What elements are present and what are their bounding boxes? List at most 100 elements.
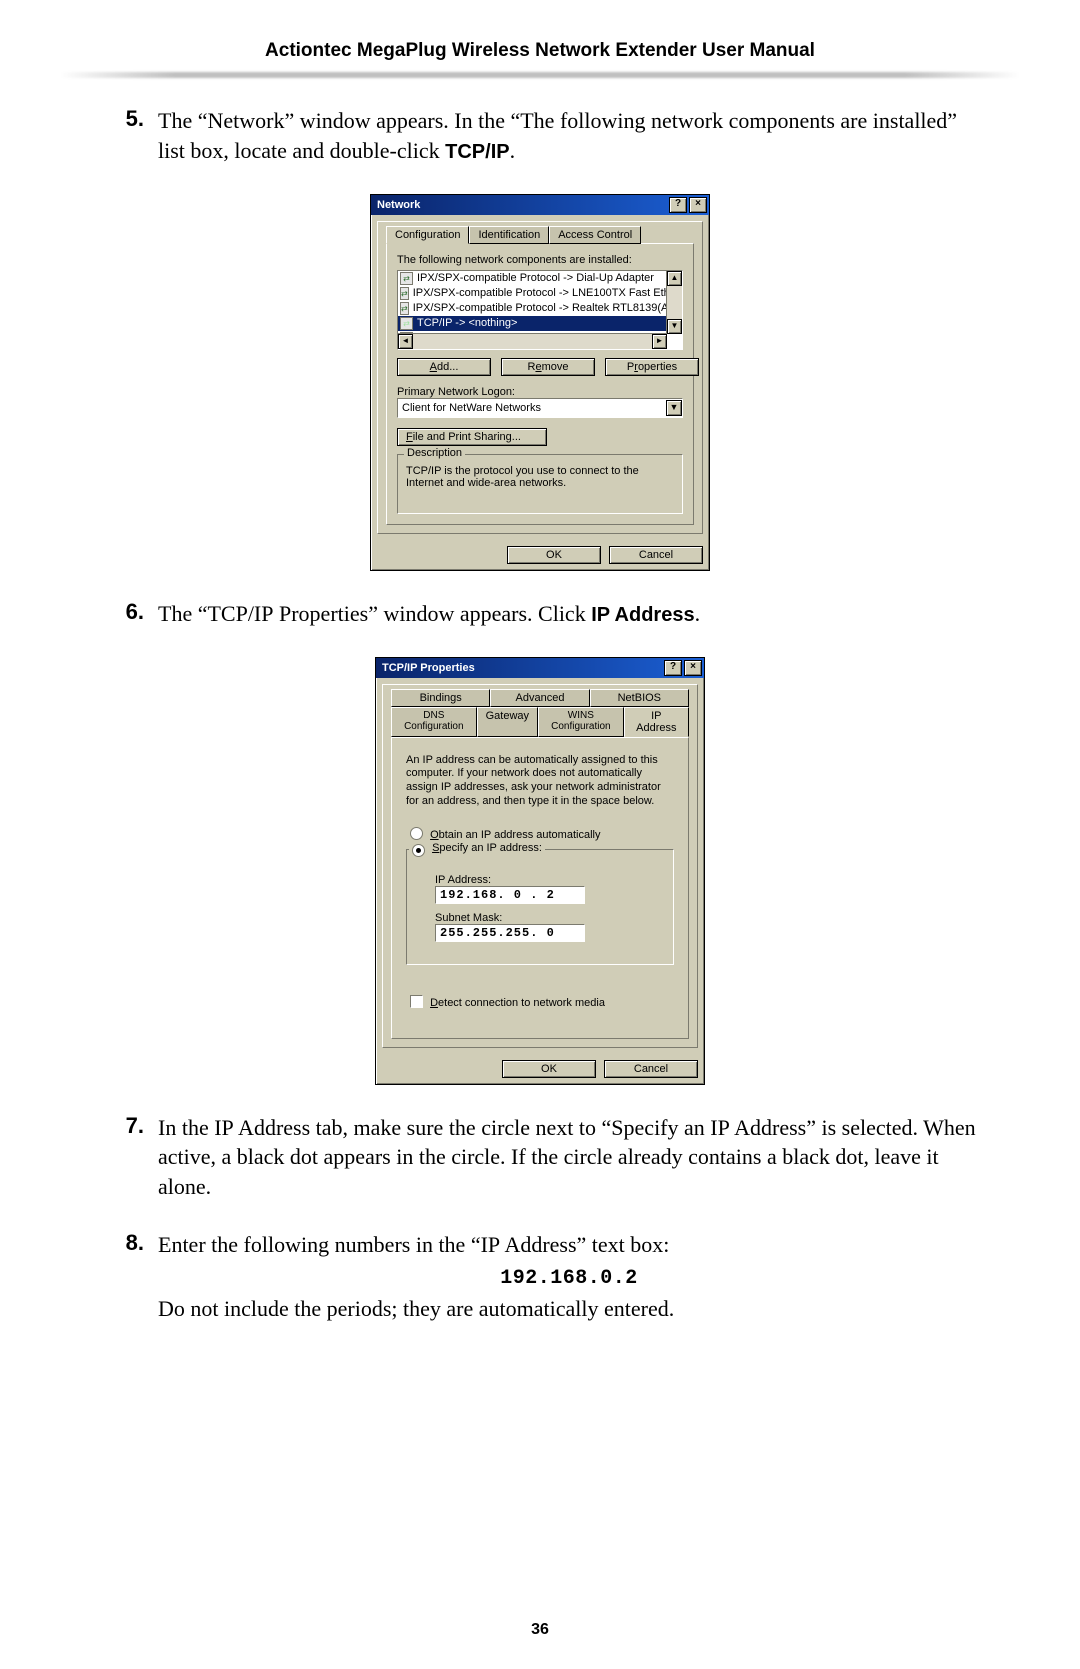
list-item-label: IPX/SPX-compatible Protocol -> LNE100TX … [413,287,683,299]
step-body: The “Network” window appears. In the “Th… [158,106,980,166]
radio-specify-label: Specify an IP address: [432,842,542,854]
step7-smallcap2: IP [710,1115,730,1140]
tab-access-control[interactable]: Access Control [549,226,641,244]
tcpip-inner: Bindings Advanced NetBIOS DNS Configurat… [382,684,698,1048]
subnet-mask-input[interactable]: 255.255.255. 0 [435,924,585,942]
step-number: 7. [100,1113,158,1139]
step6-bold: IP Address [591,604,694,626]
step-body: The “TCP/IP Properties” window appears. … [158,599,980,629]
scroll-left-icon[interactable]: ◄ [398,334,413,349]
description-text: TCP/IP is the protocol you use to connec… [406,465,674,505]
list-item-selected[interactable]: ⇄TCP/IP -> <nothing> [398,316,682,331]
step8-ip-value: 192.168.0.2 [500,1267,638,1290]
protocol-icon: ⇄ [400,302,409,315]
radio-specify-row[interactable]: Specify an IP address: [409,842,545,855]
tcpip-titlebar[interactable]: TCP/IP Properties ? × [376,658,704,678]
step-5: 5. The “Network” window appears. In the … [100,106,980,166]
step6-text-c: . [695,601,701,626]
step6-smallcap: TCP/IP [207,601,273,626]
specify-ip-groupbox: Specify an IP address: IP Address: 192.1… [406,849,674,965]
instruction-steps-cont2: 7. In the IP Address tab, make sure the … [100,1113,980,1324]
label-subnet-mask: Subnet Mask: [435,912,513,924]
step8-text-c: Do not include the periods; they are aut… [158,1296,674,1321]
cancel-button[interactable]: Cancel [604,1060,698,1078]
help-icon[interactable]: ? [669,197,687,213]
tab-configuration[interactable]: Configuration [386,226,469,244]
ip-address-input[interactable]: 192.168. 0 . 2 [435,886,585,904]
add-button[interactable]: Add... [397,358,491,376]
tcpip-tabpanel: An IP address can be automatically assig… [391,737,689,1039]
network-inner: Configuration Identification Access Cont… [377,221,703,534]
tcpip-tabs-row1: Bindings Advanced NetBIOS [391,689,689,707]
step5-text-a: The “Network” window appears. In the “Th… [158,108,957,163]
tab-dns-configuration[interactable]: DNS Configuration [391,707,477,737]
protocol-icon: ⇄ [400,287,409,300]
step7-smallcap1: IP [214,1115,234,1140]
network-components-listbox[interactable]: ⇄IPX/SPX-compatible Protocol -> Dial-Up … [397,270,683,350]
tcpip-footer-buttons: OK Cancel [376,1054,704,1084]
tcpip-tabs-row2: DNS Configuration Gateway WINS Configura… [391,707,689,737]
tab-gateway[interactable]: Gateway [477,707,538,737]
help-icon[interactable]: ? [664,660,682,676]
cancel-button[interactable]: Cancel [609,546,703,564]
step-7: 7. In the IP Address tab, make sure the … [100,1113,980,1202]
properties-button[interactable]: Properties [605,358,699,376]
list-item-label: IPX/SPX-compatible Protocol -> Realtek R… [413,302,683,314]
checkbox-icon[interactable] [410,995,423,1008]
radio-obtain-label: Obtain an IP address automatically [430,829,600,841]
primary-logon-dropdown[interactable]: Client for NetWare Networks ▼ [397,398,683,418]
radio-icon[interactable] [412,844,425,857]
list-item[interactable]: ⇄IPX/SPX-compatible Protocol -> Dial-Up … [398,271,682,286]
network-tabpanel: The following network components are ins… [386,243,694,525]
description-groupbox: Description TCP/IP is the protocol you u… [397,454,683,514]
step-8: 8. Enter the following numbers in the “I… [100,1230,980,1324]
tcpip-properties-dialog: TCP/IP Properties ? × Bindings Advanced … [375,657,705,1085]
step-body: Enter the following numbers in the “IP A… [158,1230,980,1324]
tab-wins-configuration[interactable]: WINS Configuration [538,707,624,737]
tcpip-title-text: TCP/IP Properties [382,662,475,674]
file-print-sharing-button[interactable]: File and Print Sharing... [397,428,547,446]
step8-text-b: Address” text box: [500,1232,669,1257]
remove-button[interactable]: Remove [501,358,595,376]
tab-netbios[interactable]: NetBIOS [590,689,689,707]
label-primary-logon: Primary Network Logon: [397,386,683,398]
primary-logon-value: Client for NetWare Networks [398,402,666,414]
radio-obtain-row[interactable]: Obtain an IP address automatically [410,825,678,841]
detect-connection-row[interactable]: Detect connection to network media [410,993,678,1009]
step5-bold: TCP/IP [445,141,509,163]
chevron-down-icon[interactable]: ▼ [666,400,682,416]
tab-ip-address[interactable]: IP Address [624,707,689,737]
list-item[interactable]: ⇄ IPX/SPX-compatible Protocol -> Realtek … [398,301,682,316]
close-icon[interactable]: × [689,197,707,213]
step8-text-a: Enter the following numbers in the “ [158,1232,481,1257]
header-divider [60,72,1020,78]
close-icon[interactable]: × [684,660,702,676]
step-number: 5. [100,106,158,132]
scroll-up-icon[interactable]: ▲ [667,271,682,286]
label-components-installed: The following network components are ins… [397,254,683,266]
scroll-right-icon[interactable]: ► [652,334,667,349]
ok-button[interactable]: OK [502,1060,596,1078]
page-number: 36 [0,1621,1080,1639]
step-body: In the IP Address tab, make sure the cir… [158,1113,980,1202]
instruction-steps: 5. The “Network” window appears. In the … [100,106,980,166]
horizontal-scrollbar[interactable]: ◄ ► [398,333,667,349]
screenshot-tcpip: TCP/IP Properties ? × Bindings Advanced … [100,657,980,1085]
ok-button[interactable]: OK [507,546,601,564]
page-header-title: Actiontec MegaPlug Wireless Network Exte… [100,40,980,72]
network-tabs: Configuration Identification Access Cont… [386,226,694,244]
step7-text-b: Address tab, make sure the circle next t… [234,1115,711,1140]
tab-identification[interactable]: Identification [469,226,549,244]
network-titlebar[interactable]: Network ? × [371,195,709,215]
tcpip-info-text: An IP address can be automatically assig… [406,754,674,809]
radio-icon[interactable] [410,827,423,840]
step8-smallcap: IP [481,1232,501,1257]
list-item[interactable]: ⇄ IPX/SPX-compatible Protocol -> LNE100TX… [398,286,682,301]
manual-page: Actiontec MegaPlug Wireless Network Exte… [0,0,1080,1669]
scroll-down-icon[interactable]: ▼ [667,319,682,334]
tab-bindings[interactable]: Bindings [391,689,490,707]
list-item-label: TCP/IP -> <nothing> [417,317,517,329]
tab-advanced[interactable]: Advanced [490,689,589,707]
step-6: 6. The “TCP/IP Properties” window appear… [100,599,980,629]
vertical-scrollbar[interactable]: ▲ ▼ [666,271,682,334]
